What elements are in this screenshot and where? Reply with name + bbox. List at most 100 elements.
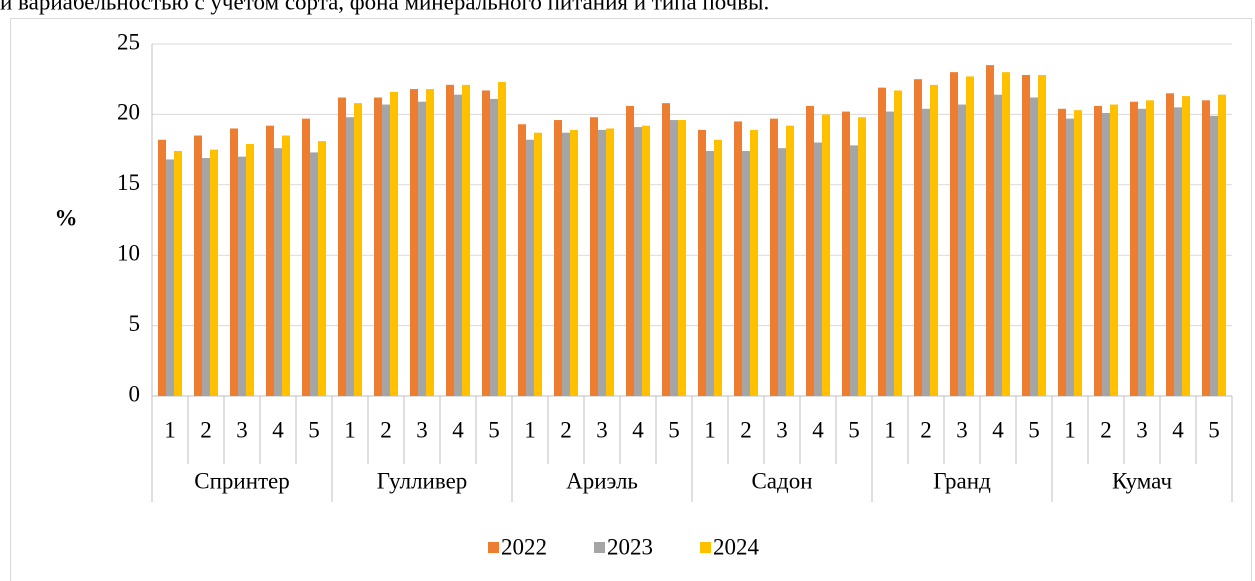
bar xyxy=(266,125,274,396)
bar xyxy=(518,124,526,397)
bar xyxy=(930,84,938,396)
bar xyxy=(1030,97,1038,396)
bar xyxy=(750,129,758,396)
bar xyxy=(950,72,958,396)
x-tick-label: 1 xyxy=(1064,417,1076,442)
legend-label: 2023 xyxy=(607,534,653,559)
group-label: Садон xyxy=(751,468,812,493)
group-label: Гулливер xyxy=(377,468,468,493)
legend-label: 2022 xyxy=(501,534,547,559)
bar xyxy=(274,148,282,396)
x-tick-label: 1 xyxy=(164,417,176,442)
caption: и вариабельностью с учетом сорта, фона м… xyxy=(0,0,769,14)
y-tick-label: 0 xyxy=(129,381,141,406)
x-tick-label: 4 xyxy=(452,417,464,442)
group-label: Спринтер xyxy=(194,468,290,493)
y-tick-label: 15 xyxy=(117,170,140,195)
bar xyxy=(1038,74,1046,396)
bar xyxy=(1210,115,1218,397)
bar xyxy=(354,103,362,397)
bar xyxy=(310,152,318,396)
bar xyxy=(778,148,786,396)
bar xyxy=(462,84,470,396)
x-tick-label: 1 xyxy=(704,417,716,442)
bar xyxy=(374,97,382,396)
bar xyxy=(994,94,1002,397)
bar xyxy=(822,114,830,397)
bar xyxy=(410,89,418,396)
x-tick-label: 4 xyxy=(272,417,284,442)
x-tick-label: 2 xyxy=(200,417,212,442)
bar xyxy=(1002,72,1010,396)
bar xyxy=(1102,112,1110,396)
bar xyxy=(490,98,498,397)
bar xyxy=(418,101,426,396)
bar xyxy=(382,104,390,396)
x-tick-label: 5 xyxy=(1208,417,1220,442)
bar xyxy=(606,128,614,397)
bar xyxy=(158,139,166,396)
bar xyxy=(338,97,346,396)
y-tick-label: 20 xyxy=(117,100,140,125)
bar xyxy=(346,117,354,396)
bar xyxy=(922,108,930,396)
bar xyxy=(482,90,490,397)
bar xyxy=(806,105,814,397)
bar xyxy=(390,91,398,396)
bar xyxy=(534,132,542,397)
bar xyxy=(238,156,246,396)
x-tick-label: 3 xyxy=(236,417,248,442)
bar xyxy=(498,82,506,397)
bar xyxy=(958,104,966,396)
bar xyxy=(742,151,750,396)
x-tick-label: 3 xyxy=(776,417,788,442)
bar xyxy=(886,111,894,397)
bar xyxy=(734,121,742,396)
bar xyxy=(202,158,210,396)
bar xyxy=(554,120,562,397)
bar xyxy=(894,90,902,397)
x-tick-label: 5 xyxy=(308,417,320,442)
legend-label: 2024 xyxy=(713,534,760,559)
bar xyxy=(642,125,650,396)
chart-frame xyxy=(10,18,1252,581)
bar xyxy=(678,120,686,397)
bar xyxy=(598,129,606,396)
bar xyxy=(526,139,534,396)
bar xyxy=(562,132,570,397)
y-tick-label: 25 xyxy=(117,29,140,54)
legend-swatch xyxy=(700,542,711,553)
bar xyxy=(1110,104,1118,396)
x-tick-label: 3 xyxy=(416,417,428,442)
bar xyxy=(626,105,634,397)
bar xyxy=(1130,101,1138,396)
x-tick-label: 3 xyxy=(596,417,608,442)
bar xyxy=(174,151,182,396)
bar xyxy=(814,142,822,396)
y-tick-label: 10 xyxy=(117,240,140,265)
x-tick-label: 5 xyxy=(488,417,500,442)
x-tick-label: 2 xyxy=(1100,417,1112,442)
bar xyxy=(194,135,202,396)
bar xyxy=(670,120,678,397)
bar xyxy=(1022,74,1030,396)
bar xyxy=(302,118,310,397)
group-label: Кумач xyxy=(1112,468,1172,493)
legend-swatch xyxy=(594,542,605,553)
x-tick-label: 5 xyxy=(848,417,860,442)
bar xyxy=(1218,94,1226,397)
x-tick-label: 4 xyxy=(992,417,1004,442)
x-tick-label: 1 xyxy=(884,417,896,442)
bar xyxy=(1066,118,1074,397)
bar xyxy=(842,111,850,397)
x-tick-label: 2 xyxy=(920,417,932,442)
x-tick-label: 1 xyxy=(524,417,536,442)
group-label: Гранд xyxy=(933,468,991,493)
y-tick-label: 5 xyxy=(129,311,141,336)
x-tick-label: 3 xyxy=(956,417,968,442)
group-label: Ариэль xyxy=(566,468,638,493)
bar xyxy=(966,76,974,396)
bar xyxy=(986,65,994,397)
bar xyxy=(318,141,326,396)
